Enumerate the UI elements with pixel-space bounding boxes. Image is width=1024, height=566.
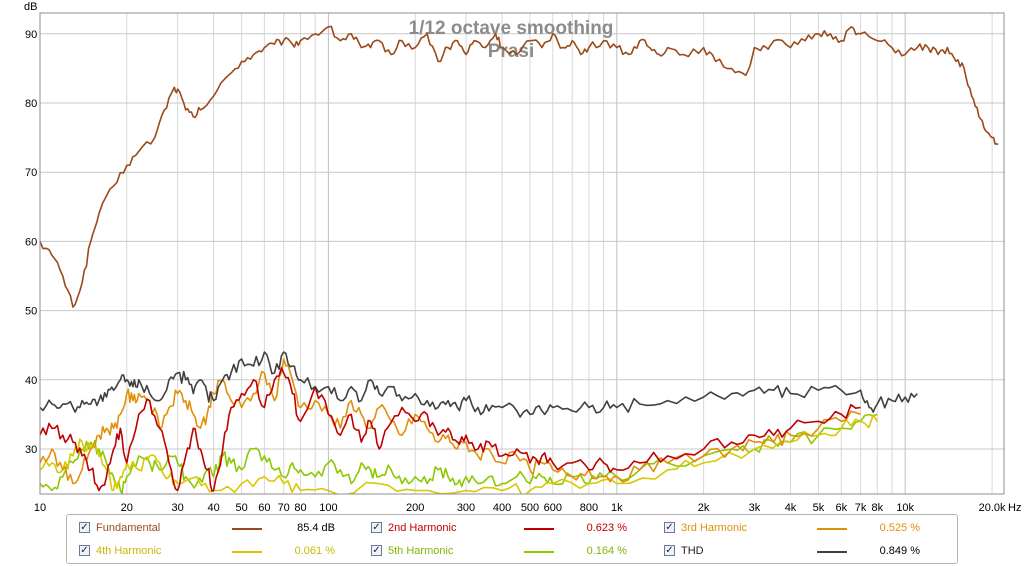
legend-swatch bbox=[524, 551, 554, 553]
x-tick-label: 500 bbox=[521, 502, 539, 514]
x-tick-label: 800 bbox=[580, 502, 598, 514]
x-tick-label: 1k bbox=[611, 502, 623, 514]
x-tick-label: 50 bbox=[235, 502, 247, 514]
legend-label: 2nd Harmonic bbox=[388, 522, 457, 534]
legend-value: 0.849 % bbox=[879, 545, 920, 557]
legend: ✓ Fundamental 85.4 dB ✓ 2nd Harmonic 0.6… bbox=[66, 514, 958, 564]
plot-frame bbox=[39, 12, 1005, 495]
legend-label: Fundamental bbox=[96, 522, 161, 534]
5th-harmonic-checkbox[interactable]: ✓ bbox=[371, 545, 382, 556]
thd-checkbox[interactable]: ✓ bbox=[664, 545, 675, 556]
2nd-harmonic-checkbox[interactable]: ✓ bbox=[371, 522, 382, 533]
chart-area: 30 40 50 60 70 80 90 10 20 30 40 50 60 70 80 100 200 300 4… bbox=[24, 1, 1021, 514]
y-tick-label: 90 bbox=[25, 29, 37, 41]
legend-value: 0.061 % bbox=[294, 545, 335, 557]
legend-value: 0.525 % bbox=[879, 522, 920, 534]
legend-value: 85.4 dB bbox=[297, 522, 335, 534]
x-tick-label: 600 bbox=[544, 502, 562, 514]
x-tick-label: 5k bbox=[813, 502, 825, 514]
4th-harmonic-checkbox[interactable]: ✓ bbox=[79, 545, 90, 556]
legend-value: 0.164 % bbox=[586, 545, 627, 557]
x-tick-label: 10 bbox=[34, 502, 46, 514]
y-tick-label: 70 bbox=[25, 167, 37, 179]
x-tick-label: 20.0k bbox=[979, 502, 1006, 514]
y-tick-label: 30 bbox=[25, 444, 37, 456]
y-axis-label: dB bbox=[24, 1, 37, 13]
y-tick-label: 60 bbox=[25, 236, 37, 248]
series-lines bbox=[40, 25, 999, 494]
3rd-harmonic-checkbox[interactable]: ✓ bbox=[664, 522, 675, 533]
x-tick-label: 30 bbox=[171, 502, 183, 514]
legend-label: 4th Harmonic bbox=[96, 545, 162, 557]
x-tick-label: 70 bbox=[278, 502, 290, 514]
x-tick-label: 4k bbox=[785, 502, 797, 514]
series-line-2nd-harmonic bbox=[40, 367, 861, 492]
legend-swatch bbox=[817, 551, 847, 553]
x-tick-label: 100 bbox=[319, 502, 337, 514]
x-tick-label: 60 bbox=[258, 502, 270, 514]
chart-title: 1/12 octave smoothing bbox=[409, 18, 614, 39]
x-axis-unit: Hz bbox=[1008, 502, 1021, 514]
x-tick-label: 80 bbox=[294, 502, 306, 514]
x-tick-label: 8k bbox=[871, 502, 883, 514]
legend-swatch bbox=[232, 528, 262, 530]
legend-value: 0.623 % bbox=[586, 522, 627, 534]
y-tick-label: 80 bbox=[25, 98, 37, 110]
x-tick-label: 200 bbox=[406, 502, 424, 514]
fundamental-checkbox[interactable]: ✓ bbox=[79, 522, 90, 533]
legend-swatch bbox=[817, 528, 847, 530]
legend-label: THD bbox=[681, 545, 704, 557]
y-tick-label: 50 bbox=[25, 306, 37, 318]
series-line-4th-harmonic bbox=[40, 414, 878, 494]
x-tick-label: 2k bbox=[698, 502, 710, 514]
series-line-5th-harmonic bbox=[40, 413, 878, 494]
legend-label: 3rd Harmonic bbox=[681, 522, 748, 534]
series-line-fundamental bbox=[40, 25, 999, 308]
chart-subtitle: Prasi bbox=[488, 41, 534, 62]
x-tick-label: 20 bbox=[121, 502, 133, 514]
x-tick-label: 3k bbox=[749, 502, 761, 514]
y-tick-label: 40 bbox=[25, 375, 37, 387]
series-line-3rd-harmonic bbox=[40, 358, 861, 485]
x-tick-label: 6k bbox=[835, 502, 847, 514]
legend-swatch bbox=[524, 528, 554, 530]
axis-ticks: 30 40 50 60 70 80 90 10 20 30 40 50 60 70 80 100 200 300 4… bbox=[25, 29, 1006, 514]
x-tick-label: 40 bbox=[207, 502, 219, 514]
legend-swatch bbox=[232, 551, 262, 553]
x-tick-label: 7k bbox=[855, 502, 867, 514]
x-tick-label: 300 bbox=[457, 502, 475, 514]
series-line-thd bbox=[40, 351, 918, 418]
legend-label: 5th Harmonic bbox=[388, 545, 454, 557]
x-tick-label: 400 bbox=[493, 502, 511, 514]
x-tick-label: 10k bbox=[896, 502, 914, 514]
